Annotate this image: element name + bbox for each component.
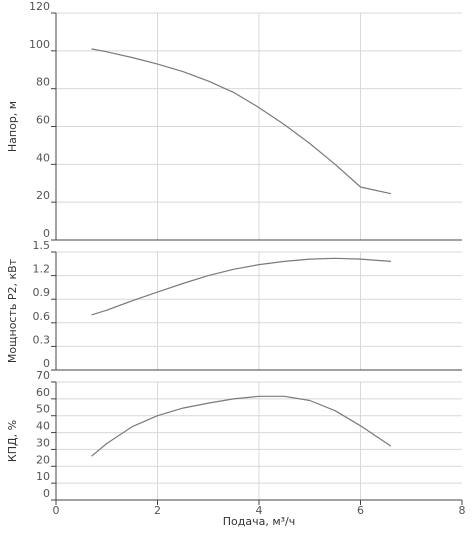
- power-y-tick-label: 0: [43, 357, 50, 370]
- head-y-tick-label: 120: [29, 0, 50, 13]
- power-y-tick-label: 1.2: [33, 263, 51, 276]
- x-tick-label: 6: [357, 504, 364, 517]
- head-y-tick-label: 0: [43, 227, 50, 240]
- efficiency-y-tick-label: 10: [36, 470, 50, 483]
- efficiency-y-tick-label: 20: [36, 453, 50, 466]
- power-y-tick-label: 1.5: [33, 239, 51, 252]
- power-y-tick-label: 0.3: [33, 333, 51, 346]
- efficiency-y-tick-label: 30: [36, 436, 50, 449]
- efficiency-y-tick-label: 50: [36, 403, 50, 416]
- power-y-axis-label: Мощность P2, кВт: [6, 258, 19, 363]
- x-tick-label: 4: [256, 504, 263, 517]
- head-y-tick-label: 20: [36, 189, 50, 202]
- power-y-tick-label: 0.9: [33, 286, 51, 299]
- efficiency-y-tick-label: 70: [36, 369, 50, 382]
- head-curve: [91, 48, 392, 195]
- head-y-tick-label: 100: [29, 38, 50, 51]
- efficiency-y-tick-label: 60: [36, 386, 50, 399]
- head-y-axis-label: Напор, м: [6, 101, 19, 152]
- x-tick-label: 8: [459, 504, 466, 517]
- power-curve: [91, 257, 391, 316]
- efficiency-y-axis-label: КПД, %: [6, 420, 19, 462]
- efficiency-curve: [91, 395, 392, 457]
- efficiency-y-tick-label: 0: [43, 487, 50, 500]
- x-tick-label: 0: [53, 504, 60, 517]
- head-y-tick-label: 40: [36, 151, 50, 164]
- x-axis-label: Подача, м³/ч: [223, 515, 296, 528]
- head-y-tick-label: 80: [36, 76, 50, 89]
- x-tick-label: 2: [154, 504, 161, 517]
- power-y-tick-label: 0.6: [33, 310, 51, 323]
- efficiency-y-tick-label: 40: [36, 420, 50, 433]
- head-y-tick-label: 60: [36, 114, 50, 127]
